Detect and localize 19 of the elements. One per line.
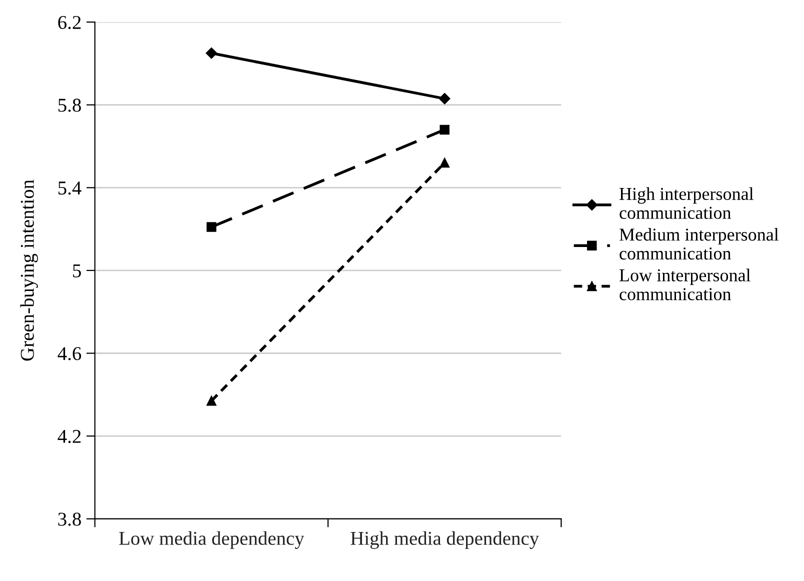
y-tick-label: 5.4: [58, 182, 82, 195]
point: [440, 124, 450, 135]
y-tick-label: 3.8: [58, 512, 81, 526]
point: [440, 158, 450, 168]
point: [439, 93, 450, 104]
y-tick-label: 5: [73, 264, 81, 278]
x-tick-label: High media dependency: [350, 531, 540, 549]
legend-label: Medium interpersonal communication: [619, 228, 779, 260]
y-tick-label: 5.8: [58, 98, 81, 112]
y-tick-label: 4.6: [58, 347, 82, 360]
x-tick-label: Low media dependency: [119, 531, 304, 549]
y-tick-label: 4.2: [58, 430, 81, 444]
point: [206, 396, 216, 406]
point: [206, 48, 218, 59]
y-axis-title: Green-buying intention: [20, 180, 38, 361]
legend-label: High interpersonal communication: [619, 187, 754, 219]
legend-label: Low interpersonal communication: [619, 268, 750, 300]
y-tick-label: 6.2: [58, 16, 81, 30]
point: [206, 222, 216, 232]
